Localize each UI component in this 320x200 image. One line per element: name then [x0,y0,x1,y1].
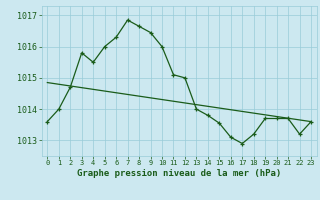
X-axis label: Graphe pression niveau de la mer (hPa): Graphe pression niveau de la mer (hPa) [77,169,281,178]
